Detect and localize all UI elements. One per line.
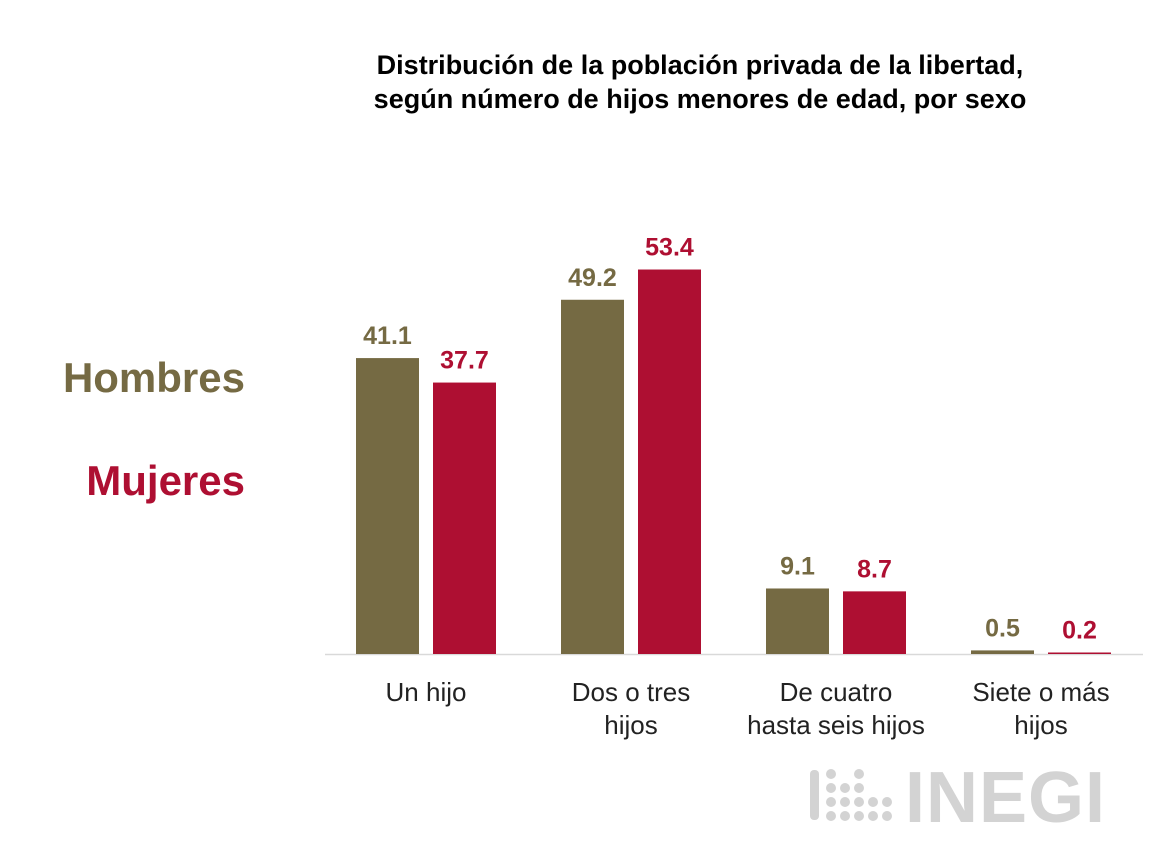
category-label-3-line-1: hijos <box>1014 710 1068 740</box>
legend-mujeres: Mujeres <box>86 457 245 504</box>
data-label-hombres-3: 0.5 <box>985 614 1020 642</box>
data-label-hombres-0: 41.1 <box>363 322 412 350</box>
data-label-hombres-1: 49.2 <box>568 264 617 292</box>
bar-hombres-1 <box>561 299 624 654</box>
chart-title-line-1: Distribución de la población privada de … <box>376 50 1024 80</box>
category-label-3-line-0: Siete o más <box>972 677 1110 707</box>
category-label-1-line-1: hijos <box>604 710 658 740</box>
data-label-mujeres-3: 0.2 <box>1062 617 1097 645</box>
category-label-0-line-0: Un hijo <box>385 677 467 707</box>
bar-mujeres-2 <box>843 591 906 654</box>
chart-title-line-2: según número de hijos menores de edad, p… <box>373 84 1027 114</box>
data-label-mujeres-1: 53.4 <box>645 234 694 262</box>
bar-hombres-3 <box>971 650 1034 654</box>
data-label-mujeres-0: 37.7 <box>440 347 489 375</box>
category-label-2-line-1: hasta seis hijos <box>747 710 925 740</box>
legend-hombres: Hombres <box>62 354 245 401</box>
category-label-1-line-0: Dos o tres <box>571 677 691 707</box>
category-label-1: Dos o tres hijos <box>516 676 746 742</box>
bar-mujeres-3 <box>1048 652 1111 654</box>
chart-title: Distribución de la población privada de … <box>250 48 1150 116</box>
bar-mujeres-0 <box>433 382 496 654</box>
category-label-0: Un hijo <box>311 676 541 709</box>
bar-mujeres-1 <box>638 269 701 654</box>
inegi-logo-dots-icon <box>810 769 892 821</box>
data-label-hombres-2: 9.1 <box>780 552 815 580</box>
data-label-mujeres-2: 8.7 <box>857 555 892 583</box>
bar-hombres-0 <box>356 358 419 654</box>
bar-hombres-2 <box>766 588 829 654</box>
inegi-logo: INEGI <box>905 758 1107 838</box>
category-label-3: Siete o más hijos <box>926 676 1156 742</box>
category-label-2: De cuatro hasta seis hijos <box>721 676 951 742</box>
category-label-2-line-0: De cuatro <box>779 677 893 707</box>
